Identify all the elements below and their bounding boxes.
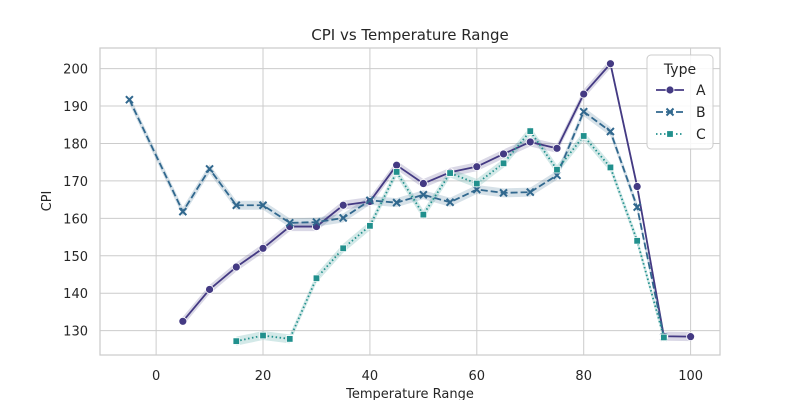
data-point-B [632,202,642,212]
data-point-B [445,198,455,207]
legend-entry-A: A [656,83,706,99]
data-point-C [232,337,240,345]
y-axis-label: CPI [40,191,55,212]
data-point-A [392,160,402,170]
series-B [125,95,669,342]
data-point-B [125,95,134,104]
data-point-B [606,127,615,136]
data-point-C [339,244,347,252]
y-tick-label: 190 [63,100,88,115]
data-point-B [232,201,241,210]
y-tick-label: 180 [63,137,88,152]
plot-area-frame [99,47,721,356]
legend-entry-B: B [656,105,706,121]
legend-title: Type [663,62,696,78]
data-point-B [205,164,214,174]
data-point-A [606,59,615,69]
legend-marker-swatch [665,85,675,95]
x-tick-label: 0 [152,369,160,384]
data-point-B [285,218,294,228]
legend: Type ABC [646,54,714,150]
legend-frame [646,54,714,150]
data-point-A [205,285,214,294]
x-axis-label: Temperature Range [345,387,474,400]
legend-label: A [696,83,706,99]
legend-items: ABC [656,83,706,143]
y-tick-label: 170 [63,175,88,190]
series-band-C [236,126,664,346]
data-point-C [446,169,454,177]
data-point-C [473,179,481,188]
data-point-A [632,182,642,191]
data-point-C [419,210,428,219]
data-point-A [525,137,535,147]
chart-title: CPI vs Temperature Range [311,26,509,44]
data-point-B [338,213,348,223]
data-point-C [553,165,561,174]
y-tick-label: 200 [63,63,88,78]
data-point-A [258,243,268,253]
series-line-B [128,99,665,338]
tick-labels: 0 20 40 60 80 100 130 140 150 160 170 180 190 200 [63,63,703,384]
y-tick-label: 150 [63,250,88,265]
data-point-A [552,143,562,153]
data-point-B [526,187,535,197]
data-point-B [579,107,588,116]
x-tick-label: 80 [575,369,592,384]
data-point-B [499,188,508,198]
data-point-A [499,149,508,159]
data-point-C [580,132,588,140]
data-point-A [338,200,348,210]
data-point-A [472,162,482,172]
data-point-C [660,333,668,342]
confidence-bands [129,59,691,346]
x-tick-label: 20 [255,369,272,384]
y-tick-label: 130 [63,325,88,340]
legend-label: C [696,127,706,143]
series-line-C [236,130,665,343]
series-line-A [182,62,691,338]
data-point-B [392,198,401,207]
data-point-C [392,168,401,176]
legend-marker-swatch [666,130,674,138]
data-point-A [178,316,188,326]
data-point-B [258,201,268,210]
series-C [232,127,668,345]
data-point-B [365,196,375,205]
legend-marker-swatch [665,107,675,117]
y-tick-label: 140 [63,287,88,302]
data-point-A [579,89,589,99]
series-lines [125,59,696,345]
data-point-C [633,237,641,245]
data-point-C [366,222,374,230]
y-tick-label: 160 [63,212,88,227]
x-tick-label: 100 [678,369,703,384]
x-tick-label: 60 [469,369,486,384]
data-point-C [286,335,294,343]
data-point-B [178,207,188,216]
data-point-C [312,274,321,282]
data-point-C [526,127,534,135]
data-point-A [231,262,241,272]
data-point-C [259,331,267,340]
data-point-B [312,217,321,227]
x-tick-label: 40 [362,369,379,384]
legend-entry-C: C [656,127,706,143]
data-point-C [499,159,508,168]
data-point-B [419,190,428,199]
data-point-A [686,332,696,342]
data-point-C [606,163,615,172]
legend-label: B [696,105,706,121]
data-point-A [418,179,428,188]
